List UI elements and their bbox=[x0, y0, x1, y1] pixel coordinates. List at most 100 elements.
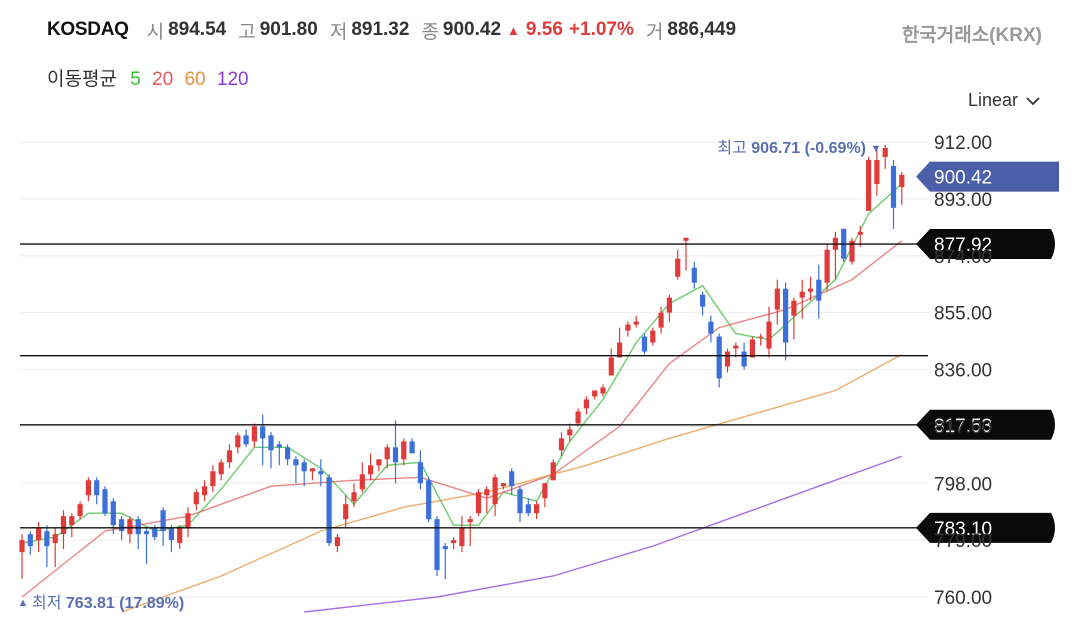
price-tag-bg bbox=[916, 409, 1055, 440]
candle-body bbox=[94, 480, 100, 496]
y-tick-label: 817.00 bbox=[934, 417, 992, 438]
candle-body bbox=[724, 351, 731, 367]
candle-body bbox=[633, 321, 639, 325]
change-up-icon: ▲ bbox=[507, 22, 520, 38]
price-tag: 877.92 bbox=[916, 229, 1055, 260]
candle-body bbox=[509, 471, 515, 487]
low-label: 저 bbox=[329, 21, 348, 43]
candle bbox=[276, 441, 282, 466]
moving-average-legend: 이동평균 5 20 60 120 bbox=[47, 64, 255, 91]
candle bbox=[69, 513, 75, 538]
candle bbox=[135, 516, 141, 550]
candle-body bbox=[758, 336, 764, 338]
candle bbox=[451, 537, 457, 550]
ma-60-toggle[interactable]: 60 bbox=[184, 69, 206, 90]
candle-body bbox=[127, 519, 133, 535]
candle bbox=[691, 261, 697, 289]
candle-body bbox=[102, 489, 108, 514]
candle bbox=[417, 450, 423, 490]
candle-body bbox=[525, 504, 531, 514]
candle bbox=[783, 282, 789, 361]
candle-body bbox=[268, 435, 274, 451]
candle-body bbox=[650, 330, 656, 343]
volume-label: 거 bbox=[645, 21, 664, 43]
high-marker-icon: ▼ bbox=[871, 143, 882, 155]
candle bbox=[351, 483, 357, 508]
candle bbox=[807, 276, 814, 301]
open-value: 894.54 bbox=[168, 19, 227, 40]
candle-body bbox=[426, 480, 432, 520]
candle-body bbox=[434, 519, 440, 571]
candle bbox=[583, 396, 589, 415]
candle-body bbox=[309, 468, 316, 472]
candle-body bbox=[459, 528, 465, 547]
current-price-label: 900.42 bbox=[934, 168, 992, 189]
candle-body bbox=[384, 447, 390, 460]
candle-body bbox=[334, 537, 340, 547]
candle-body bbox=[467, 519, 473, 523]
y-tick-label: 760.00 bbox=[934, 588, 992, 609]
candle bbox=[44, 525, 50, 568]
ma-120-toggle[interactable]: 120 bbox=[216, 69, 249, 90]
volume-value: 886,449 bbox=[667, 19, 737, 40]
candle bbox=[650, 327, 656, 346]
candle-body bbox=[301, 462, 307, 472]
candle bbox=[368, 453, 374, 481]
price-tag-label: 783.10 bbox=[934, 519, 992, 540]
candle bbox=[816, 264, 822, 319]
candle-body bbox=[542, 483, 548, 499]
candle bbox=[517, 486, 523, 523]
candle-body bbox=[492, 477, 498, 505]
candle bbox=[260, 414, 266, 466]
candle bbox=[608, 348, 614, 376]
candle-body bbox=[168, 528, 174, 541]
symbol-name: KOSDAQ bbox=[47, 19, 129, 40]
low-value: 891.32 bbox=[351, 19, 410, 40]
ma-5-toggle[interactable]: 5 bbox=[130, 69, 141, 90]
candle-body bbox=[866, 159, 872, 211]
low-marker-icon: ▲ bbox=[18, 597, 29, 609]
ma-5-line bbox=[21, 183, 903, 544]
price-header: KOSDAQ 시 894.54 고 901.80 저 891.32 종 900.… bbox=[47, 17, 748, 43]
candle-body bbox=[666, 297, 672, 313]
high-label: 고 bbox=[238, 21, 256, 43]
y-tick-label: 798.00 bbox=[934, 474, 992, 495]
candle bbox=[251, 423, 257, 448]
candle bbox=[384, 444, 390, 469]
candle bbox=[27, 531, 33, 556]
candle bbox=[235, 432, 241, 454]
candle bbox=[160, 507, 166, 547]
candle bbox=[484, 486, 490, 514]
candle-body bbox=[69, 516, 75, 526]
candle bbox=[376, 459, 382, 472]
candle-body bbox=[807, 288, 814, 292]
candle-body bbox=[409, 441, 415, 454]
candle-body bbox=[484, 489, 490, 496]
candle-body bbox=[44, 531, 50, 547]
candle-body bbox=[285, 447, 291, 460]
candle bbox=[60, 510, 67, 550]
candle-body bbox=[351, 492, 357, 502]
candle-body bbox=[849, 240, 855, 262]
candle bbox=[177, 525, 183, 550]
close-label: 종 bbox=[421, 21, 439, 43]
candle bbox=[766, 306, 772, 358]
scale-dropdown[interactable]: Linear bbox=[968, 90, 1040, 111]
candle bbox=[575, 408, 581, 427]
candle bbox=[509, 468, 515, 496]
ma-20-toggle[interactable]: 20 bbox=[152, 69, 174, 90]
candle bbox=[791, 297, 797, 340]
candle-body bbox=[857, 231, 863, 235]
candle-body bbox=[716, 336, 722, 379]
candle-body bbox=[691, 267, 697, 283]
candle bbox=[94, 477, 100, 505]
candle-body bbox=[791, 300, 797, 316]
candle bbox=[824, 243, 830, 292]
candle-body bbox=[882, 147, 888, 157]
candle-body bbox=[293, 459, 299, 466]
candle bbox=[849, 237, 855, 265]
candle-body bbox=[110, 501, 116, 526]
candle-body bbox=[77, 504, 83, 517]
exchange-name: 한국거래소(KRX) bbox=[901, 25, 1042, 46]
